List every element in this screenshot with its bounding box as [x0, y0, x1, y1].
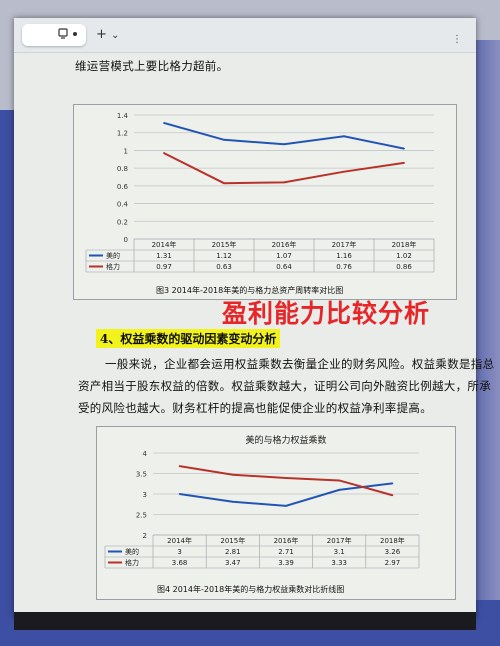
plus-icon: +	[96, 27, 107, 42]
series-point	[338, 489, 341, 491]
chart-caption: 图4 2014年-2018年美的与格力权益乘数对比折线图	[157, 584, 344, 594]
chart-title: 美的与格力权益乘数	[245, 434, 326, 446]
legend-label: 美的	[125, 547, 139, 556]
data-label: 3	[177, 548, 181, 556]
x-tick-label: 2015年	[212, 240, 237, 249]
x-tick-label: 2016年	[274, 536, 299, 545]
overlay-title: 盈利能力比较分析	[222, 299, 431, 328]
y-tick-label: 0	[124, 236, 128, 244]
series-point	[163, 152, 165, 154]
data-label: 2.97	[385, 559, 401, 567]
chart-caption: 图3 2014年-2018年美的与格力总资产周转率对比图	[156, 285, 343, 295]
para-line-3: 受的风险也越大。财务杠杆的提高也能促使企业的权益净利率提高。	[78, 401, 432, 415]
data-label: 0.63	[216, 263, 232, 271]
series-point	[343, 135, 345, 138]
data-label: 3.33	[331, 559, 347, 567]
y-tick-label: 2.5	[136, 512, 147, 520]
x-tick-label: 2014年	[152, 240, 177, 249]
data-label: 2.81	[225, 548, 241, 556]
section-heading: 4、权益乘数的驱动因素变动分析	[96, 329, 281, 348]
new-tab-button[interactable]: + ⌄	[96, 27, 119, 42]
series-point	[285, 504, 287, 507]
x-tick-label: 2015年	[220, 536, 245, 545]
x-tick-label: 2017年	[327, 536, 352, 545]
browser-toolbar	[14, 18, 476, 53]
legend-label: 美的	[106, 251, 120, 260]
y-tick-label: 3.5	[136, 471, 147, 479]
data-label: 3.68	[172, 559, 188, 567]
x-tick-label: 2018年	[392, 240, 417, 249]
y-tick-label: 2	[143, 532, 147, 540]
chart-asset-turnover: 0 0.2 0.4 0.6 0.8 1 1.2 1.4 2014年 2015年 2016年 2017年…	[73, 104, 457, 300]
data-label: 0.76	[336, 263, 352, 271]
y-tick-label: 4	[143, 450, 148, 458]
data-label: 0.64	[276, 263, 292, 271]
x-tick-label: 2018年	[380, 536, 405, 545]
series-point	[403, 161, 405, 164]
x-tick-label: 2017年	[332, 240, 357, 249]
y-tick-label: 1	[124, 147, 128, 155]
data-label: 1.07	[276, 252, 292, 260]
data-label: 1.31	[156, 252, 172, 260]
series-point	[178, 493, 181, 495]
y-tick-label: 1.4	[117, 112, 129, 120]
series-point	[338, 479, 341, 482]
dot-icon	[73, 32, 77, 36]
chart-asset-turnover-svg: 0 0.2 0.4 0.6 0.8 1 1.2 1.4 2014年 2015年 2016年 2017年…	[85, 112, 435, 295]
series-point	[285, 477, 287, 479]
y-tick-label: 3	[143, 491, 147, 499]
data-label: 1.02	[396, 252, 412, 260]
y-tick-label: 0.6	[117, 183, 129, 191]
chart-equity-multiplier-svg: 美的与格力权益乘数 2 2.5 3 3.5 4 2014年 2015年 2016年 2017年 20…	[104, 434, 420, 594]
legend-label: 格力	[106, 262, 120, 271]
data-label: 3.26	[385, 548, 401, 556]
series-point	[403, 147, 405, 150]
series-line	[179, 465, 393, 497]
screen-bottom-bezel	[14, 612, 476, 630]
y-tick-label: 0.8	[117, 165, 128, 173]
series-point	[178, 465, 181, 468]
data-label: 2.71	[278, 548, 294, 556]
doc-line-top: 维运营模式上要比格力超前。	[75, 59, 229, 73]
series-point	[223, 182, 225, 185]
data-label: 1.16	[336, 252, 352, 260]
series-point	[283, 181, 285, 184]
data-label: 3.1	[334, 548, 345, 556]
window-icon	[58, 28, 68, 39]
data-label: 1.12	[216, 252, 232, 260]
series-point	[163, 122, 165, 124]
series-point	[231, 473, 234, 476]
more-options-icon[interactable]: ⋮	[452, 34, 462, 45]
x-tick-label: 2014年	[167, 536, 192, 545]
series-point	[391, 494, 394, 497]
x-tick-label: 2016年	[272, 240, 297, 249]
para-line-1: 一般来说，企业都会运用权益乘数去衡量企业的财务风险。权益乘数是指总	[105, 357, 495, 371]
series-point	[223, 138, 225, 141]
y-tick-label: 1.2	[117, 130, 128, 138]
y-tick-label: 0.4	[117, 201, 129, 209]
para-line-2: 资产相当于股东权益的倍数。权益乘数越大，证明公司向外融资比例越大，所承	[78, 379, 491, 393]
tab-overview-button[interactable]	[22, 24, 86, 46]
data-label: 3.47	[225, 559, 241, 567]
series-point	[343, 170, 345, 173]
series-point	[283, 143, 285, 146]
series-point	[231, 500, 234, 503]
chevron-down-icon: ⌄	[111, 30, 120, 41]
data-label: 0.97	[156, 263, 172, 271]
data-label: 3.39	[278, 559, 294, 567]
y-tick-label: 0.2	[117, 218, 128, 226]
data-label: 0.86	[396, 263, 412, 271]
series-point	[391, 482, 394, 485]
legend-label: 格力	[125, 558, 139, 567]
chart-equity-multiplier: 美的与格力权益乘数 2 2.5 3 3.5 4 2014年 2015年 2016年 2017年 20…	[96, 426, 456, 600]
